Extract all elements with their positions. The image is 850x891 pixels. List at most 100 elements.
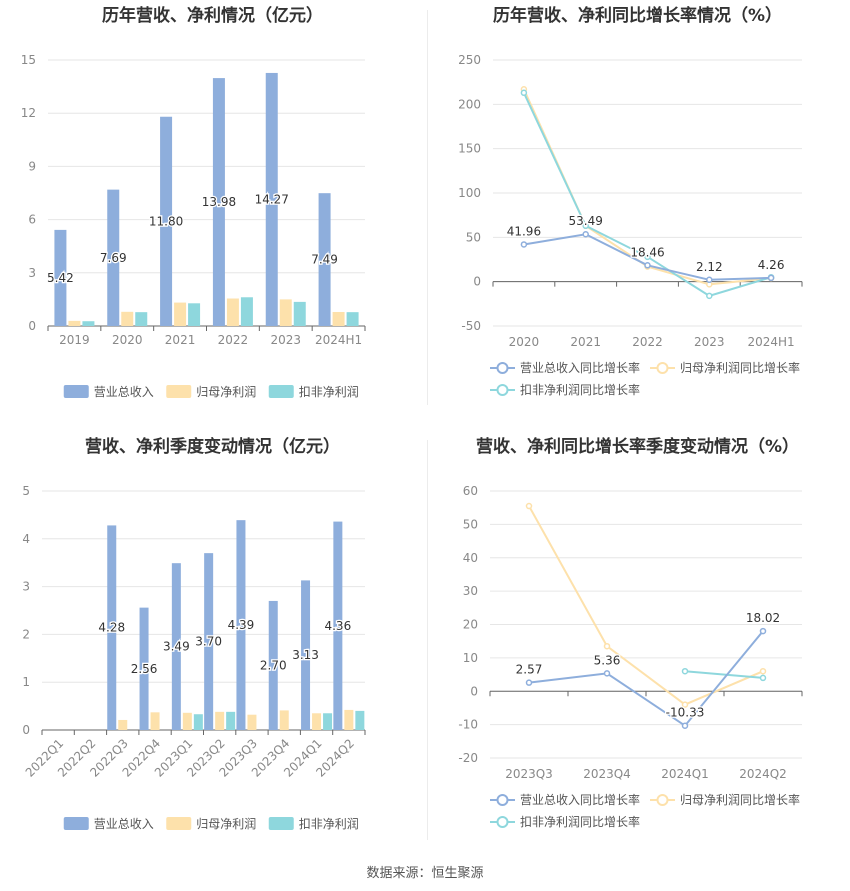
annual-bar-bar-net-profit[interactable] [174,302,187,326]
quarterly-bar-bar-net-profit[interactable] [118,719,128,730]
quarterly-bar-data-label: 3.70 [195,635,222,649]
quarterly-line-point[interactable] [681,667,689,675]
annual-bar-y-tick-label: 3 [28,266,36,280]
quarterly-line-series-line-revenue [528,630,764,728]
quarterly-line-legend-label[interactable]: 归母净利润同比增长率 [680,792,800,807]
annual-line-point[interactable] [520,241,528,248]
annual-bar-bar-deducted-profit[interactable] [293,301,306,326]
annual-bar-legend-label[interactable]: 归母净利润 [196,385,256,399]
quarterly-bar-bar-net-profit[interactable] [215,711,225,730]
quarterly-bar-chart: 营收、净利季度变动情况（亿元）0123452022Q12022Q22022Q32… [22,436,366,831]
annual-bar-bar-deducted-profit[interactable] [240,297,253,326]
annual-bar-bar-net-profit[interactable] [68,320,81,326]
quarterly-bar-bar-revenue[interactable] [107,525,117,730]
quarterly-line-point[interactable] [603,642,611,650]
quarterly-bar-legend-swatch[interactable] [166,817,192,830]
quarterly-bar-bar-net-profit[interactable] [344,709,354,730]
annual-line-point[interactable] [767,274,775,282]
quarterly-bar-legend-swatch[interactable] [63,817,89,830]
annual-bar-bar-revenue[interactable] [212,78,225,326]
quarterly-bar-bar-net-profit[interactable] [150,712,160,730]
annual-line-legend-label[interactable]: 归母净利润同比增长率 [680,360,800,375]
quarterly-bar-legend-label[interactable]: 营业总收入 [94,817,154,831]
quarterly-line-data-label: 5.36 [594,653,621,667]
annual-bar-bar-net-profit[interactable] [121,311,134,326]
quarterly-bar-bar-revenue[interactable] [171,563,181,730]
annual-bar-y-tick-label: 15 [21,53,36,67]
annual-bar-legend-label[interactable]: 营业总收入 [94,385,154,399]
annual-line-point[interactable] [706,276,713,284]
quarterly-bar-bar-revenue[interactable] [333,521,343,730]
quarterly-bar-bar-net-profit[interactable] [279,710,289,730]
quarterly-line-point[interactable] [525,502,533,510]
quarterly-line-chart: 营收、净利同比增长率季度变动情况（%） -20 -10 0 10 20 30 40 50 60 20… [458,436,803,829]
annual-line-y-tick-label: -50 [461,319,481,333]
quarterly-bar-bar-deducted-profit[interactable] [355,710,365,730]
quarterly-line-legend-swatch-dot[interactable] [496,794,509,806]
annual-bar-bar-revenue[interactable] [54,229,67,326]
quarterly-bar-bar-net-profit[interactable] [312,713,322,730]
annual-bar-bar-deducted-profit[interactable] [188,303,201,326]
quarterly-bar-bar-revenue[interactable] [204,553,214,730]
quarterly-bar-bar-net-profit[interactable] [247,714,257,730]
annual-line-legend-swatch-dot[interactable] [496,384,509,396]
quarterly-line-point[interactable] [603,670,611,677]
quarterly-line-point[interactable] [681,701,689,708]
quarterly-bar-legend-label[interactable]: 归母净利润 [196,817,256,831]
annual-bar-bar-revenue[interactable] [265,72,278,326]
quarterly-line-point[interactable] [759,627,767,635]
quarterly-line-x-tick-label: 2023Q3 [505,767,553,781]
annual-line-point[interactable] [520,89,528,97]
quarterly-bar-bar-revenue[interactable] [301,580,311,730]
annual-bar-bar-deducted-profit[interactable] [135,312,148,326]
quarterly-line-legend-swatch-dot[interactable] [656,794,669,806]
annual-line-point[interactable] [644,262,651,269]
quarterly-bar-bar-revenue[interactable] [268,600,278,730]
annual-bar-bar-net-profit[interactable] [332,311,345,326]
annual-line-point[interactable] [706,292,713,300]
annual-bar-bar-revenue[interactable] [318,193,331,326]
annual-bar-bar-net-profit[interactable] [279,299,292,326]
annual-line-point[interactable] [582,230,589,238]
annual-bar-bar-net-profit[interactable] [226,298,239,326]
annual-bar-bar-deducted-profit[interactable] [346,312,359,326]
quarterly-line-series-line-net-profit [528,505,764,706]
annual-bar-y-tick-label: 9 [28,159,36,173]
annual-line-legend-label[interactable]: 营业总收入同比增长率 [520,360,640,375]
annual-bar-legend-swatch[interactable] [268,385,294,398]
annual-line-data-label: 18.46 [630,245,664,259]
annual-bar-data-label: 13.98 [202,195,236,209]
annual-line-legend-swatch-dot[interactable] [496,362,509,374]
annual-bar-y-tick-label: 6 [28,213,36,227]
annual-line-data-label: 53.49 [569,214,603,228]
annual-bar-bar-revenue[interactable] [160,116,173,326]
annual-bar-legend-swatch[interactable] [63,385,89,398]
quarterly-bar-legend-label[interactable]: 扣非净利润 [299,817,359,831]
quarterly-line-point[interactable] [759,674,767,682]
quarterly-line-point[interactable] [681,722,689,729]
quarterly-bar-bar-net-profit[interactable] [182,712,192,730]
annual-line-y-tick-label: 50 [466,230,481,244]
quarterly-line-point[interactable] [759,667,767,675]
quarterly-bar-bar-deducted-profit[interactable] [193,714,203,730]
quarterly-bar-bar-revenue[interactable] [236,520,246,730]
quarterly-bar-bar-revenue[interactable] [139,607,149,730]
quarterly-bar-bar-deducted-profit[interactable] [226,711,236,730]
annual-bar-bar-deducted-profit[interactable] [82,321,95,326]
annual-line-legend-swatch-dot[interactable] [656,362,669,374]
quarterly-line-legend-label[interactable]: 营业总收入同比增长率 [520,792,640,807]
quarterly-bar-legend-swatch[interactable] [268,817,294,830]
annual-line-point[interactable] [582,222,589,230]
annual-bar-bar-revenue[interactable] [107,189,120,326]
quarterly-line-y-tick-label: 0 [470,684,478,698]
annual-line-point[interactable] [644,253,651,261]
quarterly-line-legend-label[interactable]: 扣非净利润同比增长率 [520,814,640,829]
annual-line-legend-label[interactable]: 扣非净利润同比增长率 [520,382,640,397]
annual-bar-legend-label[interactable]: 扣非净利润 [299,385,359,399]
quarterly-bar-bar-deducted-profit[interactable] [323,713,333,730]
annual-bar-legend-swatch[interactable] [166,385,192,398]
annual-line-y-tick-label: 250 [458,53,481,67]
quarterly-line-legend-swatch-dot[interactable] [496,816,509,828]
quarterly-line-point[interactable] [525,679,533,686]
